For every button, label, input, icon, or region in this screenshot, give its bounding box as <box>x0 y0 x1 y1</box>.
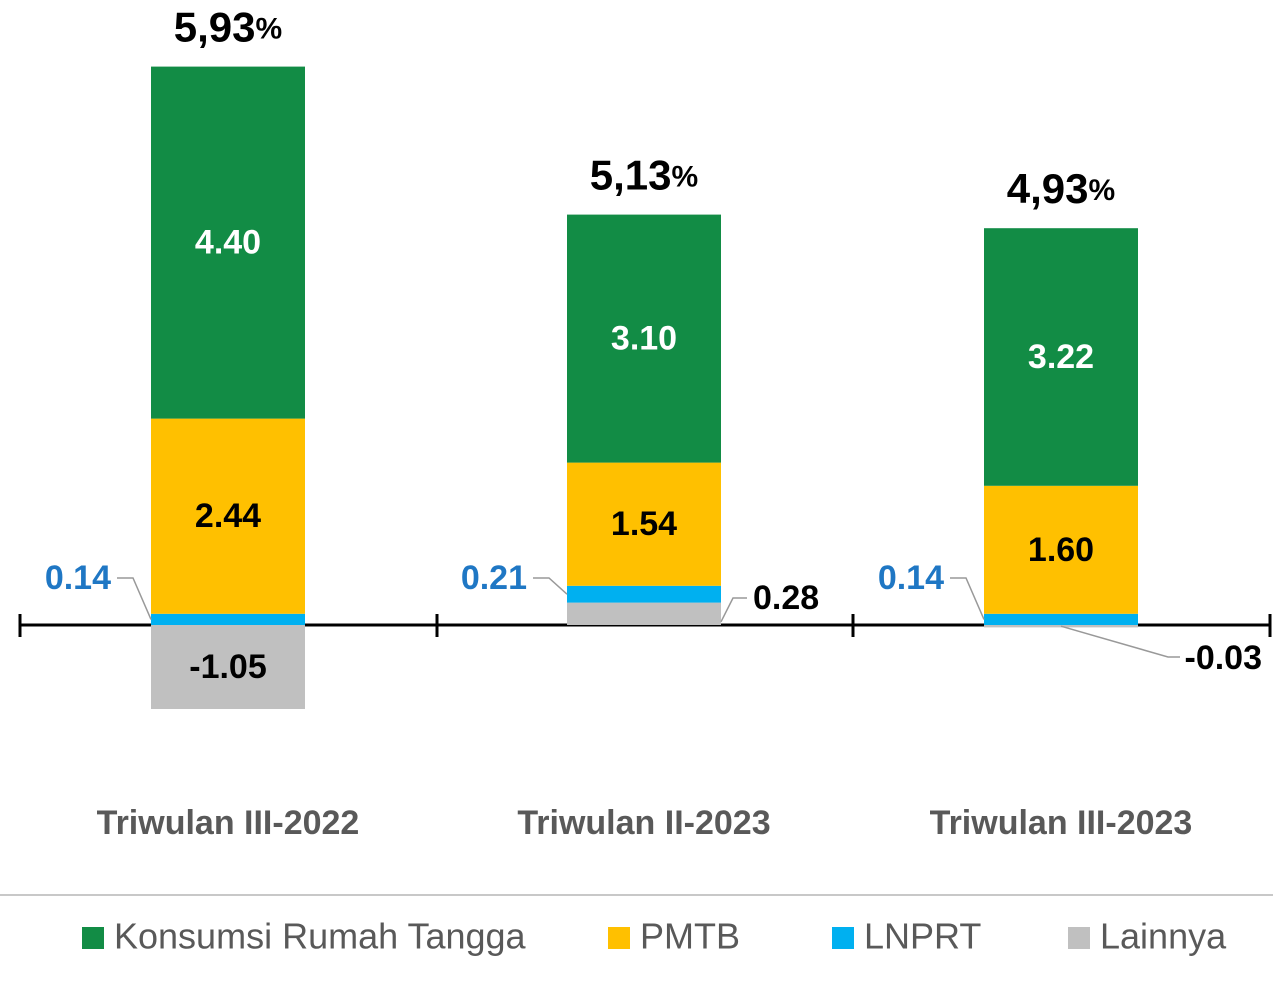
bar-segment <box>567 462 721 586</box>
leader-line <box>1060 625 1180 658</box>
leader-line <box>950 577 985 620</box>
legend-swatch <box>1068 927 1090 949</box>
value-label: 0.14 <box>878 559 944 597</box>
value-label: 0.14 <box>45 559 111 597</box>
bar-segment <box>984 485 1138 614</box>
value-label: 2.44 <box>195 497 261 535</box>
legend-label: Lainnya <box>1100 916 1227 957</box>
bar-segment <box>151 625 305 709</box>
legend-swatch <box>608 927 630 949</box>
leader-line <box>533 577 568 595</box>
bar-segment <box>567 214 721 463</box>
value-label: 0.28 <box>753 579 819 617</box>
value-label: 3.10 <box>611 320 677 358</box>
x-tick-label: Triwulan III-2023 <box>930 804 1193 842</box>
value-label: -1.05 <box>189 648 267 686</box>
bar-segment <box>984 228 1138 486</box>
legend-label: PMTB <box>640 916 740 957</box>
total-label: 5,13% <box>590 152 698 199</box>
value-label: 0.21 <box>461 559 527 597</box>
value-label: -0.03 <box>1185 639 1263 677</box>
legend-label: Konsumsi Rumah Tangga <box>114 916 527 957</box>
value-label: 3.22 <box>1028 338 1094 376</box>
value-label: 1.54 <box>611 505 677 543</box>
x-tick-label: Triwulan II-2023 <box>517 804 770 842</box>
leader-line <box>117 577 152 620</box>
legend-swatch <box>82 927 104 949</box>
total-label: 5,93% <box>174 4 282 51</box>
bar-segment <box>567 585 721 603</box>
bar-segment <box>567 602 721 625</box>
x-tick-label: Triwulan III-2022 <box>97 804 360 842</box>
bar-segment <box>151 66 305 419</box>
bar-segment <box>151 613 305 625</box>
legend-swatch <box>832 927 854 949</box>
value-label: 1.60 <box>1028 531 1094 569</box>
total-label: 4,93% <box>1007 165 1115 212</box>
value-label: 4.40 <box>195 224 261 262</box>
bar-segment <box>984 613 1138 625</box>
legend-label: LNPRT <box>864 916 981 957</box>
leader-line <box>720 597 747 623</box>
bar-segment <box>151 418 305 614</box>
